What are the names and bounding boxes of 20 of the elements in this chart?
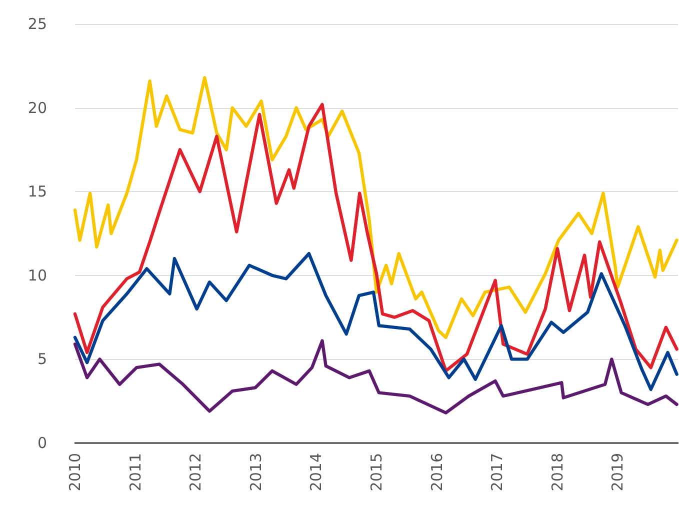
x-tick-label: 2018 [548, 453, 566, 492]
line-series [73, 102, 678, 373]
x-tick-label: 2014 [307, 453, 326, 492]
y-tick-label: 5 [37, 350, 47, 368]
y-tick-label: 20 [28, 98, 47, 117]
line-series [73, 76, 678, 340]
y-tick-label: 10 [28, 266, 47, 284]
x-tick-label: 2015 [368, 453, 386, 492]
y-tick-label: 25 [28, 15, 47, 33]
x-tick-label: 2017 [488, 453, 506, 492]
line-series [73, 252, 678, 391]
x-tick-label: 2010 [66, 453, 84, 492]
y-tick-label: 0 [37, 434, 47, 452]
x-tick-label: 2016 [428, 453, 446, 492]
x-tick-label: 2013 [246, 453, 265, 492]
line-series [73, 339, 678, 414]
x-tick-label: 2011 [126, 453, 144, 492]
x-tick-label: 2012 [186, 453, 205, 492]
y-tick-label: 15 [28, 182, 47, 201]
x-tick-label: 2019 [608, 453, 627, 492]
